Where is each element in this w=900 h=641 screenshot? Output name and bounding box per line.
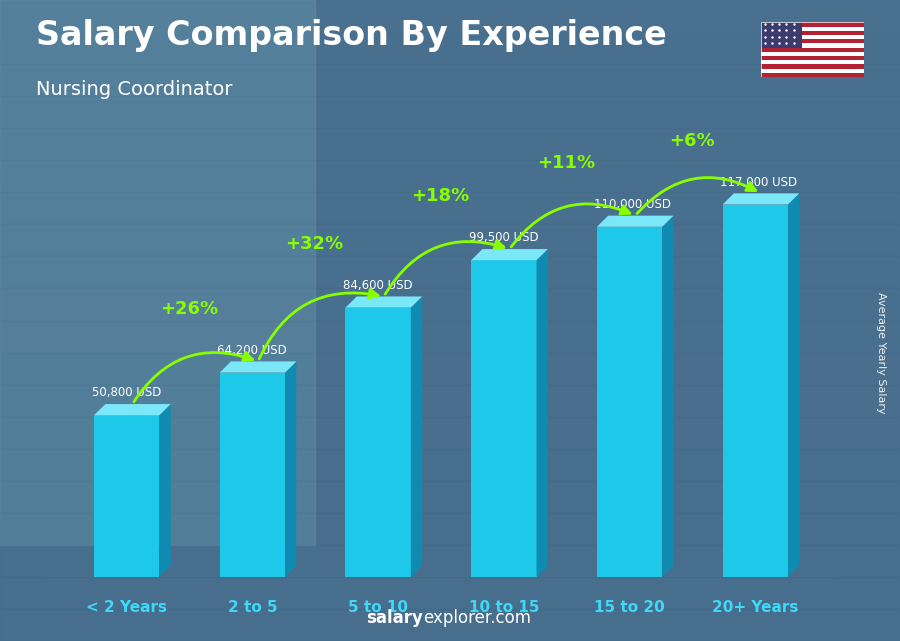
Bar xyxy=(0,288,900,320)
Polygon shape xyxy=(597,215,673,227)
Text: 15 to 20: 15 to 20 xyxy=(594,600,665,615)
Polygon shape xyxy=(472,260,536,577)
Bar xyxy=(0,449,900,481)
Bar xyxy=(760,31,864,35)
Bar xyxy=(760,47,864,52)
Text: +6%: +6% xyxy=(669,131,715,149)
Polygon shape xyxy=(346,308,410,577)
Polygon shape xyxy=(472,249,548,260)
Bar xyxy=(0,320,900,353)
Bar xyxy=(0,32,900,64)
Bar xyxy=(760,35,864,39)
Bar xyxy=(0,417,900,449)
Text: +26%: +26% xyxy=(160,299,218,317)
Bar xyxy=(760,52,864,56)
Polygon shape xyxy=(94,415,159,577)
Bar xyxy=(0,353,900,385)
Polygon shape xyxy=(723,204,788,577)
Text: explorer.com: explorer.com xyxy=(423,609,531,627)
Bar xyxy=(760,44,864,47)
Polygon shape xyxy=(597,227,662,577)
Text: 5 to 10: 5 to 10 xyxy=(348,600,408,615)
Bar xyxy=(0,192,900,224)
Polygon shape xyxy=(723,194,799,204)
Polygon shape xyxy=(346,297,422,308)
Polygon shape xyxy=(285,362,296,577)
Bar xyxy=(0,0,900,32)
Polygon shape xyxy=(410,297,422,577)
Text: Nursing Coordinator: Nursing Coordinator xyxy=(36,80,232,99)
Bar xyxy=(760,60,864,64)
Bar xyxy=(0,96,900,128)
Text: +11%: +11% xyxy=(537,154,595,172)
Bar xyxy=(0,545,900,577)
Polygon shape xyxy=(536,249,548,577)
Bar xyxy=(760,72,864,77)
Text: 64,200 USD: 64,200 USD xyxy=(217,344,287,357)
Bar xyxy=(0,64,900,96)
Bar xyxy=(0,256,900,288)
Text: 117,000 USD: 117,000 USD xyxy=(720,176,797,188)
Text: 2 to 5: 2 to 5 xyxy=(228,600,277,615)
Bar xyxy=(0,128,900,160)
Text: Average Yearly Salary: Average Yearly Salary xyxy=(877,292,886,413)
Polygon shape xyxy=(159,404,171,577)
Bar xyxy=(0,160,900,192)
Polygon shape xyxy=(662,215,673,577)
Polygon shape xyxy=(220,362,296,372)
Text: < 2 Years: < 2 Years xyxy=(86,600,167,615)
Text: 110,000 USD: 110,000 USD xyxy=(594,198,671,211)
Bar xyxy=(760,22,802,47)
Text: +18%: +18% xyxy=(411,187,470,205)
Text: 99,500 USD: 99,500 USD xyxy=(469,231,538,244)
Polygon shape xyxy=(220,372,285,577)
Bar xyxy=(760,56,864,60)
Text: 50,800 USD: 50,800 USD xyxy=(92,387,161,399)
Text: 20+ Years: 20+ Years xyxy=(712,600,798,615)
Text: +32%: +32% xyxy=(285,235,344,253)
Bar xyxy=(0,224,900,256)
Bar xyxy=(760,27,864,31)
Text: 10 to 15: 10 to 15 xyxy=(469,600,539,615)
Polygon shape xyxy=(94,404,171,415)
Bar xyxy=(0,609,900,641)
Bar xyxy=(0,385,900,417)
Bar xyxy=(760,22,864,27)
Text: salary: salary xyxy=(366,609,423,627)
Bar xyxy=(760,64,864,69)
Bar xyxy=(0,0,315,545)
Bar xyxy=(0,513,900,545)
Bar xyxy=(760,69,864,72)
Bar xyxy=(760,39,864,44)
Bar xyxy=(0,577,900,609)
Text: Salary Comparison By Experience: Salary Comparison By Experience xyxy=(36,19,667,52)
Text: 84,600 USD: 84,600 USD xyxy=(343,279,412,292)
Polygon shape xyxy=(788,194,799,577)
Bar xyxy=(0,481,900,513)
